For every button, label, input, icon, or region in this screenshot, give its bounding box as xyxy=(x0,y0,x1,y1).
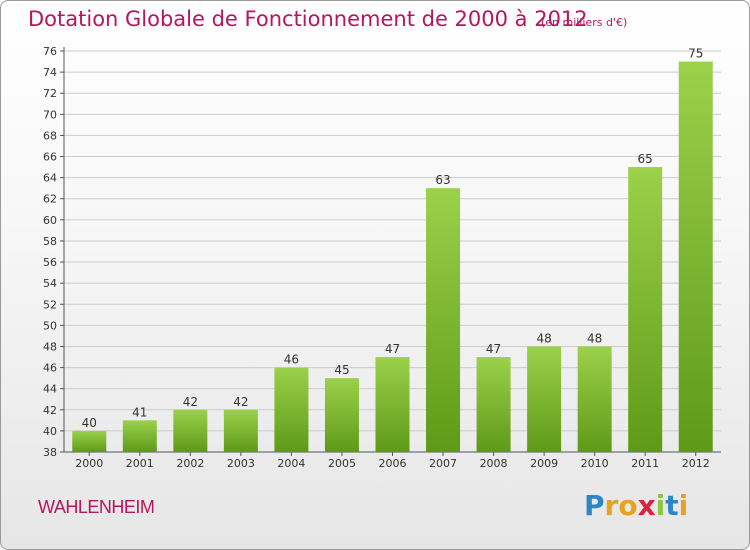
bar xyxy=(426,188,461,452)
y-tick-label: 54 xyxy=(43,277,57,290)
x-tick-label: 2009 xyxy=(530,457,558,470)
y-tick-label: 64 xyxy=(43,172,57,185)
logo-letter: i xyxy=(678,489,689,522)
bar xyxy=(274,367,309,452)
bar xyxy=(678,61,713,452)
logo-letter: t xyxy=(665,489,679,522)
y-tick-label: 42 xyxy=(43,404,57,417)
bar xyxy=(577,346,612,452)
y-tick-label: 66 xyxy=(43,151,57,164)
x-tick-label: 2007 xyxy=(429,457,457,470)
data-label: 65 xyxy=(638,152,653,166)
bar xyxy=(72,430,107,452)
y-tick-label: 76 xyxy=(43,45,57,58)
y-tick-label: 38 xyxy=(43,446,57,459)
y-tick-label: 70 xyxy=(43,108,57,121)
bar xyxy=(122,420,157,452)
y-tick-label: 68 xyxy=(43,129,57,142)
logo-letter: r xyxy=(604,489,619,522)
x-tick-label: 2000 xyxy=(75,457,103,470)
data-labels: 40 41 42 42 46 45 47 63 47 48 48 65 75 xyxy=(82,47,704,430)
x-tick-label: 2010 xyxy=(581,457,609,470)
x-tick-label: 2008 xyxy=(480,457,508,470)
x-tick-label: 2003 xyxy=(227,457,255,470)
y-tick-label: 40 xyxy=(43,425,57,438)
bar xyxy=(375,357,410,452)
bar xyxy=(628,167,663,452)
y-tick-label: 48 xyxy=(43,340,57,353)
y-tick-label: 60 xyxy=(43,214,57,227)
x-tick-label: 2005 xyxy=(328,457,356,470)
data-label: 47 xyxy=(385,342,400,356)
data-label: 46 xyxy=(284,353,299,367)
commune-name: WAHLENHEIM xyxy=(38,497,155,517)
bar xyxy=(173,409,208,452)
x-tick-label: 2002 xyxy=(176,457,204,470)
bar xyxy=(324,378,359,452)
data-label: 48 xyxy=(536,331,551,345)
y-tick-label: 58 xyxy=(43,235,57,248)
y-tick-label: 44 xyxy=(43,383,57,396)
x-tick-label: 2006 xyxy=(379,457,407,470)
x-tick-label: 2004 xyxy=(277,457,305,470)
y-tick-label: 50 xyxy=(43,319,57,332)
y-tick-label: 74 xyxy=(43,66,57,79)
y-tick-label: 56 xyxy=(43,256,57,269)
data-label: 42 xyxy=(183,395,198,409)
logo-letter: i xyxy=(655,489,666,522)
x-tick-label: 2001 xyxy=(126,457,154,470)
data-label: 48 xyxy=(587,331,602,345)
data-label: 75 xyxy=(688,47,703,61)
y-tick-label: 52 xyxy=(43,298,57,311)
bars xyxy=(72,61,713,452)
data-label: 40 xyxy=(82,416,97,430)
data-label: 63 xyxy=(435,173,450,187)
logo-letter: x xyxy=(637,489,656,522)
proxiti-logo[interactable]: Proxiti xyxy=(584,489,688,522)
logo-letter: P xyxy=(584,489,605,522)
y-tick-label: 62 xyxy=(43,193,57,206)
x-tick-label: 2012 xyxy=(682,457,710,470)
bar xyxy=(476,357,511,452)
logo-letter: o xyxy=(618,489,638,522)
chart-title: Dotation Globale de Fonctionnement de 20… xyxy=(28,7,588,31)
chart-subtitle: (en milliers d'€) xyxy=(541,16,628,29)
bar xyxy=(223,409,258,452)
data-label: 45 xyxy=(334,363,349,377)
data-label: 41 xyxy=(132,405,147,419)
data-label: 47 xyxy=(486,342,501,356)
bar xyxy=(527,346,562,452)
data-label: 42 xyxy=(233,395,248,409)
y-tick-label: 72 xyxy=(43,87,57,100)
x-tick-label: 2011 xyxy=(631,457,659,470)
y-tick-label: 46 xyxy=(43,362,57,375)
